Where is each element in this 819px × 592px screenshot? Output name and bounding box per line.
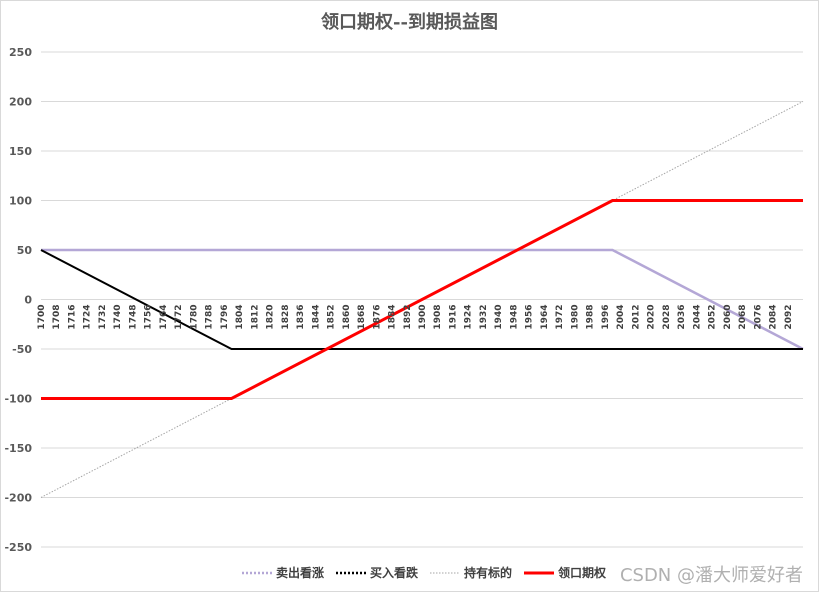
watermark: CSDN @潘大师爱好者 (619, 565, 803, 586)
x-tick-label: 1964 (540, 305, 550, 330)
x-tick-label: 2036 (677, 305, 687, 330)
x-tick-label: 1972 (555, 305, 565, 330)
chart-title: 领口期权--到期损益图 (321, 12, 498, 33)
y-tick-label: 200 (9, 96, 32, 109)
x-tick-label: 2020 (647, 305, 657, 330)
x-tick-label: 1708 (52, 305, 62, 330)
x-tick-label: 2052 (708, 305, 718, 330)
x-tick-label: 1868 (357, 305, 367, 330)
x-tick-label: 1804 (235, 305, 245, 330)
x-tick-label: 1764 (159, 305, 169, 330)
x-tick-label: 1940 (494, 305, 504, 330)
legend-item: 持有标的 (430, 564, 512, 581)
x-tick-label: 1836 (296, 305, 306, 330)
y-tick-label: 250 (9, 46, 32, 59)
x-tick-label: 1860 (342, 305, 352, 330)
y-tick-label: -100 (4, 393, 32, 406)
x-tick-label: 1852 (327, 305, 337, 330)
x-tick-label: 1772 (174, 305, 184, 330)
legend-label: 持有标的 (464, 566, 513, 580)
x-tick-label: 1956 (525, 305, 535, 330)
x-tick-label: 1900 (418, 305, 428, 330)
x-tick-label: 2076 (753, 305, 763, 330)
y-tick-label: -200 (4, 492, 32, 505)
legend-swatch (242, 571, 272, 574)
legend-item: 领口期权 (524, 564, 606, 581)
x-tick-label: 1916 (448, 305, 458, 330)
legend-item: 卖出看涨 (242, 564, 324, 581)
x-tick-label: 1820 (266, 305, 276, 330)
legend-swatch (430, 572, 461, 573)
x-tick-label: 1996 (601, 305, 611, 330)
x-tick-label: 1892 (403, 305, 413, 330)
x-tick-label: 1812 (250, 305, 260, 330)
y-tick-label: 50 (17, 244, 33, 257)
legend-item: 买入看跌 (336, 564, 418, 581)
x-tick-label: 1980 (570, 305, 580, 330)
x-tick-label: 1908 (433, 305, 443, 330)
x-tick-label: 1724 (83, 305, 93, 330)
legend-label: 卖出看涨 (276, 566, 325, 580)
legend-label: 领口期权 (558, 566, 607, 580)
x-tick-label: 1924 (464, 305, 474, 330)
y-tick-label: -50 (12, 343, 32, 356)
x-tick-label: 1788 (205, 305, 215, 330)
x-axis-ticks: 1700 1708 1716 1724 1732 1740 1748 1756 1764 1772… (37, 305, 794, 330)
legend-label: 买入看跌 (370, 566, 419, 580)
x-tick-label: 1988 (586, 305, 596, 330)
x-tick-label: 1716 (67, 305, 77, 330)
legend-swatch (336, 571, 367, 574)
x-tick-label: 2084 (769, 305, 779, 330)
x-tick-label: 2012 (631, 305, 641, 330)
x-tick-label: 1748 (128, 305, 138, 330)
y-tick-label: 0 (24, 294, 32, 307)
x-tick-label: 2028 (662, 305, 672, 330)
x-tick-label: 2092 (784, 305, 794, 330)
x-tick-label: 2044 (692, 305, 702, 330)
x-tick-label: 1876 (372, 305, 382, 330)
series-line (41, 199, 803, 400)
y-axis-ticks: 250 200 150 100 50 0 -50 -100 -150 -200 -250 (4, 46, 32, 554)
x-tick-label: 1884 (388, 305, 398, 330)
x-tick-label: 1740 (113, 305, 123, 330)
x-tick-label: 1700 (37, 305, 47, 330)
y-tick-label: -150 (4, 442, 32, 455)
x-tick-label: 1932 (479, 305, 489, 330)
series-line (41, 248, 804, 351)
x-tick-label: 1948 (509, 305, 519, 330)
y-tick-label: 100 (9, 195, 32, 208)
x-tick-label: 2004 (616, 305, 626, 330)
x-tick-label: 1756 (144, 305, 154, 330)
chart-legend: 卖出看涨 买入看跌 持有标的 领口期权 (242, 564, 618, 581)
y-tick-label: -250 (4, 541, 32, 554)
x-tick-label: 1796 (220, 305, 230, 330)
x-tick-label: 1828 (281, 305, 291, 330)
series-layer (40, 101, 804, 498)
x-tick-label: 1732 (98, 305, 108, 330)
y-tick-label: 150 (9, 145, 32, 158)
series-line (40, 249, 803, 350)
x-tick-label: 1780 (189, 305, 199, 330)
x-tick-label: 1844 (311, 305, 321, 330)
x-tick-label: 2068 (738, 305, 748, 330)
x-tick-label: 2060 (723, 305, 733, 330)
legend-swatch (524, 571, 555, 574)
